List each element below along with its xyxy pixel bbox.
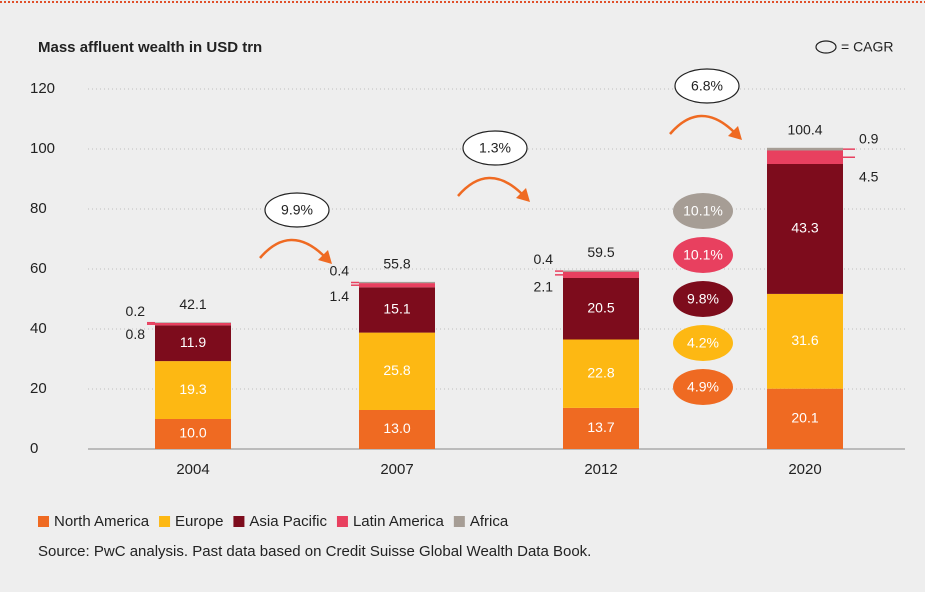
y-tick-label: 100 xyxy=(30,140,55,157)
bar-segment xyxy=(155,323,231,326)
cagr-bubble xyxy=(264,192,330,228)
region-cagr-bubble xyxy=(673,237,733,273)
value-label: 4.5 xyxy=(859,169,879,185)
bar-segment xyxy=(359,410,435,449)
value-label: 0.2 xyxy=(126,303,146,319)
cagr-arrow xyxy=(457,176,523,197)
y-tick-label: 120 xyxy=(30,80,55,97)
value-label: 2.1 xyxy=(534,279,554,295)
value-label: 11.9 xyxy=(180,334,206,350)
cagr-arrowhead xyxy=(516,188,530,202)
bar-segment xyxy=(155,325,231,362)
legend-swatch xyxy=(38,516,49,527)
y-tick-label: 0 xyxy=(30,440,38,457)
bar-segment xyxy=(155,419,231,449)
value-label: 0.4 xyxy=(330,263,350,279)
region-cagr-bubble xyxy=(673,369,733,405)
y-tick-label: 40 xyxy=(30,320,47,337)
total-label: 100.4 xyxy=(787,122,822,138)
bar-segment xyxy=(767,147,843,151)
total-label: 42.1 xyxy=(179,296,206,312)
bar-segment xyxy=(767,150,843,164)
bar-segment xyxy=(767,388,843,449)
bar-segment xyxy=(563,407,639,449)
x-tick-label: 2020 xyxy=(788,461,821,478)
value-label: 20.5 xyxy=(587,299,614,315)
bar-segment xyxy=(359,283,435,288)
legend-swatch xyxy=(453,516,465,527)
legend-label: Africa xyxy=(470,513,509,530)
bar-segment xyxy=(563,271,639,278)
value-label: 1.4 xyxy=(330,288,350,304)
legend-swatch xyxy=(159,516,171,527)
value-label: 0.9 xyxy=(859,131,879,147)
region-cagr-label: 4.9% xyxy=(687,379,719,395)
value-label: 13.0 xyxy=(383,420,410,436)
region-cagr-label: 9.8% xyxy=(687,291,719,307)
bar-segment xyxy=(155,361,231,419)
legend-swatch xyxy=(233,516,245,527)
bar-segment xyxy=(359,287,435,333)
region-cagr-label: 4.2% xyxy=(687,335,719,351)
value-label: 31.6 xyxy=(791,332,818,348)
bar-segment xyxy=(359,281,435,284)
value-label: 10.0 xyxy=(179,425,206,441)
legend-label: Europe xyxy=(175,513,223,530)
x-tick-label: 2012 xyxy=(584,461,617,478)
bar-segment xyxy=(563,339,639,408)
bar-segment xyxy=(359,332,435,410)
y-tick-label: 20 xyxy=(30,380,47,397)
cagr-arrowhead xyxy=(318,250,332,264)
legend-swatch xyxy=(336,516,348,527)
legend-label: Latin America xyxy=(353,513,445,530)
cagr-label: 1.3% xyxy=(479,140,511,156)
y-tick-label: 60 xyxy=(30,260,47,277)
value-label: 19.3 xyxy=(179,381,206,397)
value-label: 22.8 xyxy=(587,364,614,380)
region-cagr-bubble xyxy=(673,281,733,317)
bar-segment xyxy=(563,270,639,272)
y-tick-label: 80 xyxy=(30,200,47,217)
cagr-bubble xyxy=(462,130,528,166)
value-label: 25.8 xyxy=(383,362,410,378)
region-cagr-bubble xyxy=(673,193,733,229)
legend-label: North America xyxy=(54,513,150,530)
x-tick-label: 2004 xyxy=(176,461,209,478)
cagr-arrowhead xyxy=(728,126,742,140)
total-label: 59.5 xyxy=(587,244,614,260)
cagr-bubble xyxy=(674,68,740,104)
cagr-arrow xyxy=(669,114,735,135)
value-label: 15.1 xyxy=(383,301,410,317)
total-label: 55.8 xyxy=(383,256,410,272)
region-cagr-label: 10.1% xyxy=(683,247,723,263)
bar-segment xyxy=(563,278,639,340)
region-cagr-label: 10.1% xyxy=(683,203,723,219)
value-label: 0.4 xyxy=(534,251,554,267)
cagr-label: 6.8% xyxy=(691,78,723,94)
value-label: 20.1 xyxy=(791,410,818,426)
value-label: 0.8 xyxy=(126,326,146,342)
bar-segment xyxy=(767,164,843,294)
bar-segment xyxy=(767,293,843,389)
bar-segment xyxy=(155,322,231,323)
legend-label: Asia Pacific xyxy=(249,513,327,530)
source: Source: PwC analysis. Past data based on… xyxy=(38,543,591,560)
cagr-arrow xyxy=(259,238,325,259)
region-cagr-bubble xyxy=(673,325,733,361)
cagr-legend: = CAGR xyxy=(841,39,894,55)
cagr-legend-icon xyxy=(815,40,837,54)
cagr-label: 9.9% xyxy=(281,202,313,218)
chart-title: Mass affluent wealth in USD trn xyxy=(38,39,262,56)
x-tick-label: 2007 xyxy=(380,461,413,478)
value-label: 13.7 xyxy=(587,419,614,435)
value-label: 43.3 xyxy=(791,220,818,236)
